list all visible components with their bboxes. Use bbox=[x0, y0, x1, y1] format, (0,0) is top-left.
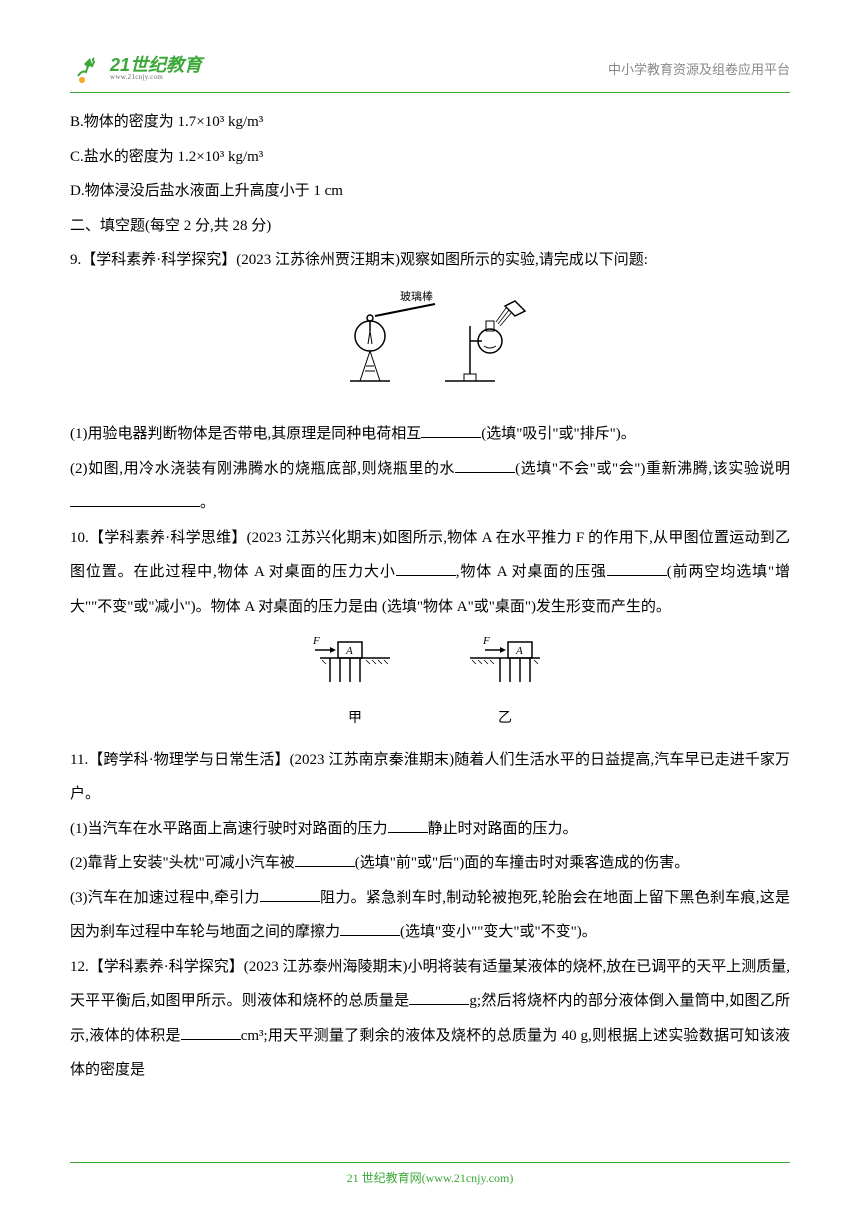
footer-text: 21 世纪教育网(www.21cnjy.com) bbox=[347, 1171, 514, 1185]
page-header: 21世纪教育 www.21cnjy.com 中小学教育资源及组卷应用平台 bbox=[70, 50, 790, 93]
svg-text:玻璃棒: 玻璃棒 bbox=[400, 289, 433, 303]
blank bbox=[260, 887, 320, 902]
section-2-title: 二、填空题(每空 2 分,共 28 分) bbox=[70, 209, 790, 244]
question-9-1: (1)用验电器判断物体是否带电,其原理是同种电荷相互(选填"吸引"或"排斥")。 bbox=[70, 417, 790, 452]
blank bbox=[455, 458, 515, 473]
blank bbox=[70, 492, 200, 507]
svg-text:F: F bbox=[482, 635, 490, 647]
question-11-prefix: 11.【跨学科·物理学与日常生活】(2023 江苏南京秦淮期末)随着人们生活水平… bbox=[70, 743, 790, 812]
option-b: B.物体的密度为 1.7×10³ kg/m³ bbox=[70, 105, 790, 140]
blank bbox=[607, 561, 667, 576]
question-11-1: (1)当汽车在水平路面上高速行驶时对路面的压力静止时对路面的压力。 bbox=[70, 812, 790, 847]
svg-text:A: A bbox=[345, 645, 353, 657]
logo-main-text: 21世纪教育 bbox=[110, 56, 202, 74]
q10-figure: F A 甲 F A bbox=[70, 632, 790, 735]
svg-text:F: F bbox=[312, 635, 320, 647]
q10-figure-jia: F A 甲 bbox=[310, 632, 400, 735]
question-12: 12.【学科素养·科学探究】(2023 江苏泰州海陵期末)小明将装有适量某液体的… bbox=[70, 950, 790, 1088]
q10-figure-yi: F A 乙 bbox=[460, 632, 550, 735]
option-c: C.盐水的密度为 1.2×10³ kg/m³ bbox=[70, 140, 790, 175]
blank bbox=[340, 921, 400, 936]
logo-icon bbox=[70, 50, 106, 86]
blank bbox=[421, 423, 481, 438]
svg-text:A: A bbox=[515, 645, 523, 657]
blank bbox=[181, 1025, 241, 1040]
blank bbox=[295, 852, 355, 867]
main-content: B.物体的密度为 1.7×10³ kg/m³ C.盐水的密度为 1.2×10³ … bbox=[70, 105, 790, 1088]
header-subtitle: 中小学教育资源及组卷应用平台 bbox=[608, 59, 790, 78]
q9-figure: 玻璃棒 bbox=[70, 286, 790, 410]
figure-label-jia: 甲 bbox=[310, 703, 400, 735]
question-9-prefix: 9.【学科素养·科学探究】(2023 江苏徐州贾汪期末)观察如图所示的实验,请完… bbox=[70, 243, 790, 278]
page-footer: 21 世纪教育网(www.21cnjy.com) bbox=[70, 1162, 790, 1186]
question-11-3: (3)汽车在加速过程中,牵引力阻力。紧急刹车时,制动轮被抱死,轮胎会在地面上留下… bbox=[70, 881, 790, 950]
logo-sub-text: www.21cnjy.com bbox=[110, 74, 202, 81]
blank bbox=[396, 561, 456, 576]
question-9-2: (2)如图,用冷水浇装有刚沸腾水的烧瓶底部,则烧瓶里的水(选填"不会"或"会")… bbox=[70, 452, 790, 521]
logo-text: 21世纪教育 www.21cnjy.com bbox=[110, 56, 202, 81]
figure-label-yi: 乙 bbox=[460, 703, 550, 735]
question-11-2: (2)靠背上安装"头枕"可减小汽车被(选填"前"或"后")面的车撞击时对乘客造成… bbox=[70, 846, 790, 881]
blank bbox=[388, 818, 428, 833]
blank bbox=[409, 990, 469, 1005]
option-d: D.物体浸没后盐水液面上升高度小于 1 cm bbox=[70, 174, 790, 209]
logo: 21世纪教育 www.21cnjy.com bbox=[70, 50, 202, 86]
question-10: 10.【学科素养·科学思维】(2023 江苏兴化期末)如图所示,物体 A 在水平… bbox=[70, 521, 790, 625]
